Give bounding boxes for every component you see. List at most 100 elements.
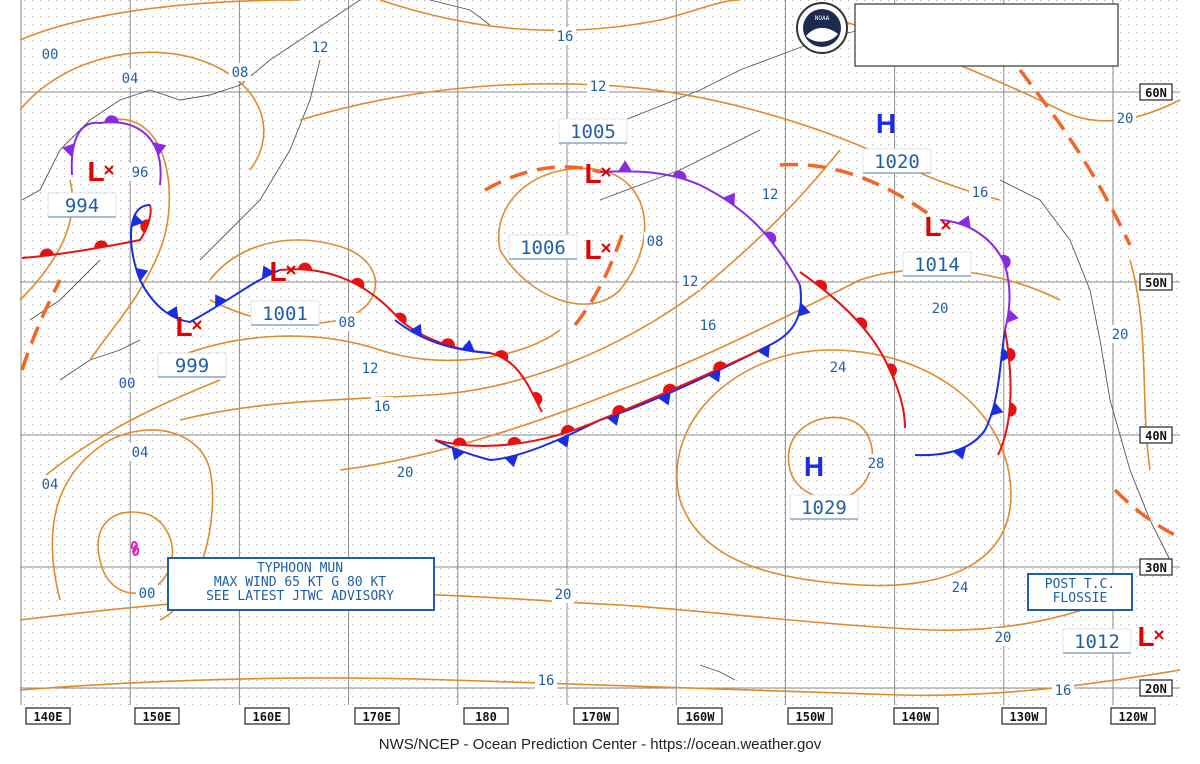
lon-label-box	[1001, 707, 1047, 725]
front-pip	[297, 262, 312, 271]
isobar-label-bg	[969, 183, 991, 201]
isobar-label: 12	[312, 40, 329, 56]
front-pip	[662, 383, 677, 394]
lon-label: 150W	[796, 710, 826, 724]
front-line	[799, 271, 906, 429]
front-pip	[409, 323, 423, 337]
lat-label: 30N	[1145, 561, 1167, 575]
front-line	[434, 349, 761, 447]
isobar-label: 28	[868, 456, 885, 472]
lon-label-box	[25, 707, 71, 725]
front-pip	[394, 312, 407, 325]
lon-label: 120W	[1119, 710, 1149, 724]
front-pip	[757, 345, 770, 358]
fronts	[21, 115, 1019, 468]
front-pip	[261, 265, 275, 279]
front-line	[394, 319, 491, 354]
low-center-mark	[601, 243, 611, 253]
isobar-label-bg	[827, 358, 849, 376]
isobar-label-bg	[929, 299, 951, 317]
low-symbol: L	[584, 234, 601, 265]
isobar-label: 16	[538, 673, 555, 689]
isobar-label-bg	[39, 475, 61, 493]
isobar-label-bg	[865, 454, 887, 472]
front-pip	[165, 306, 179, 320]
labels: 72-HOUR SURFACE FORECASTISSUED: 21:08 UT…	[25, 8, 1173, 725]
isobar-label: 04	[42, 477, 59, 493]
high-symbol: H	[876, 108, 896, 139]
lat-label: 20N	[1145, 682, 1167, 696]
isobar-label-bg	[535, 671, 557, 689]
isobar-label-bg	[116, 374, 138, 392]
footer: NWS/NCEP - Ocean Prediction Center - htt…	[379, 736, 822, 753]
front-pip	[504, 454, 519, 468]
low-center-mark	[1154, 630, 1164, 640]
isobar-label: 20	[995, 630, 1012, 646]
isobar-label-bg	[336, 313, 358, 331]
front-pip	[1006, 309, 1019, 324]
front-pip	[1001, 254, 1011, 269]
isobar-label: 16	[700, 318, 717, 334]
front-pip	[990, 402, 1004, 416]
lon-label: 140E	[34, 710, 63, 724]
isobar-label: 16	[557, 29, 574, 45]
lat-label: 40N	[1145, 429, 1167, 443]
lon-label-box	[354, 707, 400, 725]
high-symbol: H	[804, 451, 824, 482]
isobar-label: 24	[830, 360, 847, 376]
pressure-label-box	[250, 300, 320, 326]
storm-box-line: SEE LATEST JTWC ADVISORY	[206, 589, 394, 604]
front-pip	[451, 447, 465, 461]
front-line	[997, 329, 1012, 456]
front-pip	[131, 213, 144, 228]
isobar-label-bg	[136, 584, 158, 602]
isobar-label: 20	[932, 301, 949, 317]
front-pip	[62, 143, 75, 157]
front-pip	[104, 115, 119, 123]
pressure-value: 1014	[914, 254, 960, 276]
low-center-mark	[104, 165, 114, 175]
isobar-label: 16	[972, 185, 989, 201]
pressure-value: 1029	[801, 497, 847, 519]
storm-box	[1027, 573, 1133, 611]
front-pip	[452, 437, 467, 446]
front-pip	[135, 267, 149, 281]
front-pip	[952, 447, 967, 460]
low-symbol: L	[87, 156, 104, 187]
isobar-label: 12	[682, 274, 699, 290]
front-pip	[713, 361, 727, 372]
front-pip	[957, 215, 971, 229]
storm-box-line: TYPHOON MUN	[257, 561, 343, 576]
front-pip	[351, 277, 365, 289]
front-pip	[672, 170, 687, 180]
front-pip	[507, 437, 522, 445]
isobar-label: 08	[232, 65, 249, 81]
pressure-value: 999	[175, 355, 209, 377]
lat-label-box	[1139, 679, 1173, 697]
isobar-label-bg	[1114, 109, 1136, 127]
lon-label-box	[787, 707, 833, 725]
front-pip	[556, 434, 570, 448]
isobar-label-bg	[1052, 681, 1074, 699]
isobar-label-bg	[949, 578, 971, 596]
lon-label-box	[677, 707, 723, 725]
front-pip	[606, 413, 620, 426]
front-pip	[708, 369, 721, 383]
isobar-label-bg	[371, 397, 393, 415]
low-symbol: L	[269, 256, 286, 287]
low-center-mark	[601, 167, 611, 177]
isobars	[19, 0, 1181, 697]
front-line	[130, 204, 281, 324]
pressure-label-box	[558, 118, 628, 144]
front-line	[914, 329, 1006, 457]
front-pip	[215, 294, 228, 308]
troughs	[20, 68, 1176, 537]
lon-label: 170W	[582, 710, 612, 724]
lon-label: 160W	[686, 710, 716, 724]
isobar-label: 24	[952, 580, 969, 596]
isobar-label-bg	[309, 38, 331, 56]
lon-label: 150E	[143, 710, 172, 724]
isobar-label: 96	[132, 165, 149, 181]
front-pip	[461, 339, 475, 352]
front-line	[599, 170, 801, 286]
